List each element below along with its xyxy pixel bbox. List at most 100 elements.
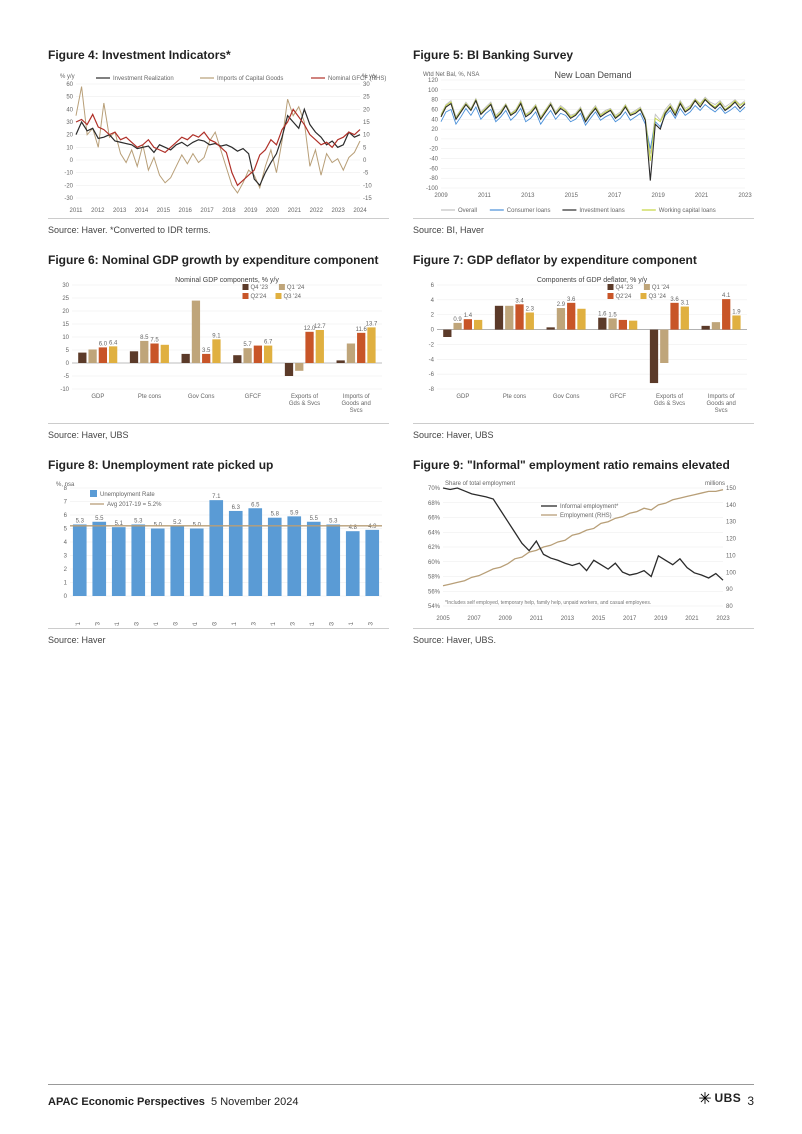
svg-text:2: 2 [431,313,435,319]
svg-text:2023: 2023 [716,616,730,622]
svg-text:Nominal GDP components, % y/y: Nominal GDP components, % y/y [175,277,279,284]
svg-text:Working capital loans: Working capital loans [659,208,716,214]
page-footer: APAC Economic Perspectives 5 November 20… [48,1084,754,1108]
svg-text:15: 15 [62,322,69,328]
svg-text:0: 0 [431,328,435,334]
footer-left: APAC Economic Perspectives 5 November 20… [48,1096,299,1108]
svg-text:Share of total employment: Share of total employment [445,481,515,487]
svg-text:Nominal GFCF (RHS): Nominal GFCF (RHS) [328,76,386,82]
svg-text:Gov Cons: Gov Cons [553,394,580,400]
svg-text:2015: 2015 [592,616,606,622]
svg-text:6.5: 6.5 [251,502,260,508]
svg-text:-10: -10 [363,183,372,189]
svg-text:2013: 2013 [113,208,127,214]
figure-4-chart: % y/y% y/y-30-20-100102030405060-15-10-5… [48,66,389,216]
svg-text:2021: 2021 [288,208,302,214]
publisher-name: UBS [714,1091,741,1105]
figure-7-chart: Components of GDP deflator, % y/y-8-6-4-… [413,271,754,421]
svg-text:-20: -20 [64,183,73,189]
svg-text:6.3: 6.3 [232,505,241,511]
svg-text:*Includes self employed, tempo: *Includes self employed, temporary help,… [445,600,651,606]
svg-text:9.1: 9.1 [212,333,221,339]
svg-text:13.7: 13.7 [366,321,378,327]
svg-text:Q1 '24: Q1 '24 [287,285,305,291]
svg-text:2019: 2019 [651,193,665,199]
svg-text:2015: 2015 [157,208,171,214]
svg-text:2017: 2017 [200,208,214,214]
svg-text:4: 4 [431,298,435,304]
svg-text:Q4 '23: Q4 '23 [251,285,269,291]
svg-text:2013: 2013 [521,193,535,199]
svg-text:4.1: 4.1 [722,293,731,299]
footer-right: UBS 3 [698,1091,754,1108]
svg-text:-30: -30 [64,196,73,202]
svg-text:3.4: 3.4 [515,298,524,304]
svg-text:54%: 54% [428,604,441,610]
svg-text:11.6: 11.6 [356,327,368,333]
svg-text:6.0: 6.0 [99,341,108,347]
svg-text:2019: 2019 [654,616,668,622]
svg-text:100: 100 [726,570,737,576]
svg-text:2014: 2014 [135,208,149,214]
svg-text:1.6: 1.6 [598,312,607,318]
svg-text:5.5: 5.5 [310,516,319,522]
svg-text:5.8: 5.8 [271,512,280,518]
svg-text:Investment loans: Investment loans [579,208,624,214]
figure-grid: Figure 4: Investment Indicators* % y/y% … [48,48,754,645]
svg-text:Gds & Svcs: Gds & Svcs [654,401,685,407]
svg-text:20203: 20203 [212,621,218,626]
svg-text:Consumer loans: Consumer loans [507,208,551,214]
svg-text:30: 30 [66,120,73,126]
svg-text:GFCF: GFCF [245,394,262,400]
svg-text:20193: 20193 [173,621,179,626]
svg-text:4: 4 [64,540,68,546]
figure-7-source: Source: Haver, UBS [413,423,754,440]
svg-text:2012: 2012 [91,208,105,214]
svg-text:Pte cons: Pte cons [503,394,526,400]
svg-text:6.7: 6.7 [264,340,273,346]
svg-text:Q3 '24: Q3 '24 [649,294,667,300]
svg-text:% y/y: % y/y [60,74,75,80]
svg-text:2017: 2017 [608,193,622,199]
svg-text:20213: 20213 [251,621,257,626]
svg-text:GFCF: GFCF [610,394,627,400]
figure-5-chart: Wtd Net Bal, %, NSANew Loan Demand-100-8… [413,66,754,216]
svg-text:3: 3 [64,554,68,560]
svg-text:0: 0 [66,361,70,367]
svg-text:2009: 2009 [499,616,513,622]
svg-text:Pte cons: Pte cons [138,394,161,400]
figure-7-title: Figure 7: GDP deflator by expenditure co… [413,253,754,267]
svg-text:80: 80 [726,604,733,610]
svg-text:60%: 60% [428,560,441,566]
svg-text:56%: 56% [428,589,441,595]
svg-text:50: 50 [66,95,73,101]
figure-8-chart: %, nsa0123456785.3201715.5201735.1201815… [48,476,389,626]
svg-text:-10: -10 [60,387,69,393]
svg-text:6.4: 6.4 [109,340,118,346]
figure-6-chart: Nominal GDP components, % y/y-10-5051015… [48,271,389,421]
svg-text:Q2'24: Q2'24 [616,294,632,300]
svg-text:5: 5 [64,527,68,533]
svg-text:5.5: 5.5 [95,516,104,522]
svg-text:GDP: GDP [456,394,469,400]
svg-text:Components of GDP deflator, %: Components of GDP deflator, % y/y [537,277,648,284]
figure-9-title: Figure 9: "Informal" employment ratio re… [413,458,754,472]
svg-text:Q4 '23: Q4 '23 [616,285,634,291]
svg-text:60: 60 [431,107,438,113]
svg-text:2009: 2009 [434,193,448,199]
svg-text:-5: -5 [64,374,70,380]
svg-text:20211: 20211 [232,621,238,626]
svg-text:5.3: 5.3 [329,518,338,524]
figure-8-source: Source: Haver [48,628,389,645]
svg-text:-2: -2 [429,342,435,348]
svg-text:2023: 2023 [331,208,345,214]
svg-text:20173: 20173 [95,621,101,626]
svg-text:5: 5 [66,348,70,354]
svg-text:20243: 20243 [368,621,374,626]
svg-text:3.6: 3.6 [670,297,679,303]
svg-text:4.9: 4.9 [368,524,377,530]
svg-text:2: 2 [64,567,68,573]
svg-text:20: 20 [66,133,73,139]
svg-text:8.5: 8.5 [140,335,149,341]
figure-7: Figure 7: GDP deflator by expenditure co… [413,253,754,440]
